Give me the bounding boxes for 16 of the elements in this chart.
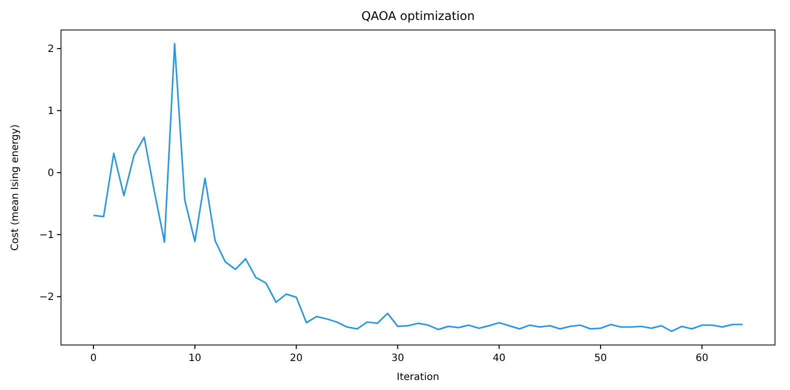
y-tick-label: 1 <box>48 106 54 118</box>
x-tick-label: 60 <box>696 353 708 364</box>
y-tick-label: 2 <box>48 44 54 56</box>
x-tick-label: 50 <box>594 353 607 364</box>
x-axis-title: Iteration <box>396 372 440 383</box>
x-tick-label: 40 <box>492 353 506 364</box>
x-tick-label: 10 <box>188 353 202 364</box>
x-tick-label: 20 <box>290 353 303 364</box>
x-tick-label: 30 <box>391 353 404 364</box>
y-axis-title: Cost (mean Ising energy) <box>10 124 21 251</box>
line-series <box>92 42 744 332</box>
chart-title: QAOA optimization <box>361 9 475 23</box>
y-tick-label: 0 <box>48 168 54 180</box>
y-tick-label: −1 <box>39 230 54 242</box>
y-tick-label: −2 <box>39 292 54 304</box>
x-tick-label: 0 <box>90 353 97 364</box>
